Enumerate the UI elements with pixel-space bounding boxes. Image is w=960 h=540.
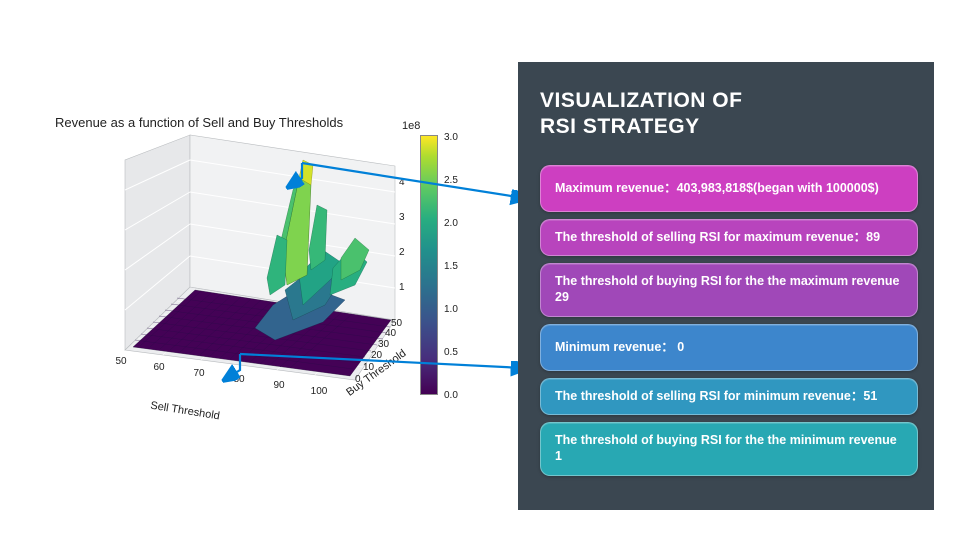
svg-text:60: 60 xyxy=(153,362,165,373)
svg-text:3: 3 xyxy=(399,212,405,223)
svg-text:20: 20 xyxy=(371,350,383,361)
svg-text:4: 4 xyxy=(399,177,405,188)
panel-title-line1: VISUALIZATION OF xyxy=(540,89,742,112)
panel-title-line2: RSI STRATEGY xyxy=(540,115,700,138)
colorbar-tick: 3.0 xyxy=(444,132,458,143)
svg-text:1: 1 xyxy=(399,282,405,293)
colorbar-tick: 0.5 xyxy=(444,347,458,358)
svg-text:40: 40 xyxy=(385,328,397,339)
svg-text:100: 100 xyxy=(311,386,328,397)
svg-text:50: 50 xyxy=(391,318,403,329)
svg-text:90: 90 xyxy=(273,380,285,391)
panel-title: VISUALIZATION OF RSI STRATEGY xyxy=(540,88,918,141)
info-card-5: The threshold of buying RSI for the the … xyxy=(540,422,918,476)
svg-text:80: 80 xyxy=(233,374,245,385)
info-card-1: The threshold of selling RSI for maximum… xyxy=(540,219,918,256)
card-list: Maximum revenue：403,983,818$(began with … xyxy=(540,165,918,476)
info-card-2: The threshold of buying RSI for the the … xyxy=(540,263,918,317)
colorbar-ticks: 0.0 0.5 1.0 1.5 2.0 2.5 3.0 xyxy=(444,131,484,399)
info-card-0: Maximum revenue：403,983,818$(began with … xyxy=(540,165,918,212)
svg-text:2: 2 xyxy=(399,247,405,258)
colorbar-tick: 2.5 xyxy=(444,175,458,186)
svg-text:50: 50 xyxy=(115,356,127,367)
chart-title: Revenue as a function of Sell and Buy Th… xyxy=(55,115,343,130)
svg-text:70: 70 xyxy=(193,368,205,379)
info-panel: VISUALIZATION OF RSI STRATEGY Maximum re… xyxy=(518,62,934,510)
colorbar-tick: 0.0 xyxy=(444,390,458,401)
colorbar-tick: 1.0 xyxy=(444,304,458,315)
svg-text:30: 30 xyxy=(378,339,390,350)
chart-panel: Revenue as a function of Sell and Buy Th… xyxy=(0,0,500,540)
colorbar-tick: 1.5 xyxy=(444,261,458,272)
surface-plot-3d: 1 2 3 4 50 60 70 80 90 100 0 10 20 30 40 xyxy=(55,130,410,420)
colorbar-tick: 2.0 xyxy=(444,218,458,229)
info-card-4: The threshold of selling RSI for minimum… xyxy=(540,378,918,415)
colorbar xyxy=(420,135,438,395)
info-card-3: Minimum revenue： 0 xyxy=(540,324,918,371)
